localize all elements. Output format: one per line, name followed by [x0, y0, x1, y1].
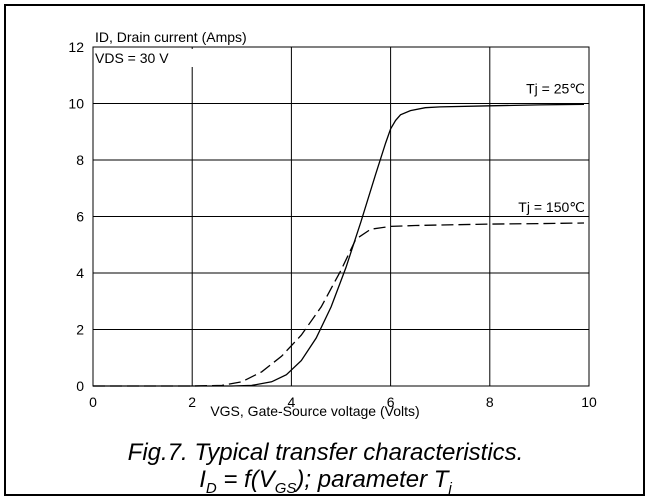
- caption-mid: = f(V: [216, 466, 275, 493]
- x-axis-label: VGS, Gate-Source voltage (Volts): [210, 403, 419, 419]
- caption-v-sub: GS: [274, 479, 297, 497]
- y-tick-label: 12: [68, 39, 84, 55]
- caption-after: ); parameter T: [296, 466, 449, 493]
- x-tick-label: 10: [581, 394, 597, 410]
- figure-frame: [4, 4, 645, 496]
- caption-i: I: [199, 466, 206, 493]
- caption-t-sub: j: [448, 479, 452, 497]
- y-tick-label: 4: [76, 265, 84, 281]
- caption-i-sub: D: [205, 479, 217, 497]
- grid: [93, 47, 589, 386]
- y-tick-label: 2: [76, 322, 84, 338]
- series-labels: Tj = 25℃ Tj = 150℃: [518, 80, 585, 215]
- plot-area: [92, 46, 590, 387]
- x-tick-label: 2: [188, 394, 196, 410]
- tick-labels: 0 2 4 6 8 10 0 2 4 6 8 10 12: [68, 39, 597, 410]
- x-tick-label: 0: [89, 394, 97, 410]
- y-tick-label: 8: [76, 152, 84, 168]
- x-tick-label: 6: [387, 394, 395, 410]
- y-tick-label: 10: [68, 96, 84, 112]
- series-line-0: [93, 103, 585, 387]
- y-tick-label: 6: [76, 209, 84, 225]
- condition-label: VDS = 30 V: [95, 50, 169, 66]
- x-tick-label: 4: [288, 394, 296, 410]
- figure-caption-formula: ID = f(VGS); parameter Tj: [0, 468, 651, 496]
- series-label-1: Tj = 150℃: [518, 199, 585, 215]
- series-label-0: Tj = 25℃: [526, 80, 585, 96]
- x-tick-label: 8: [486, 394, 494, 410]
- y-tick-label: 0: [76, 378, 84, 394]
- series-line-1: [93, 222, 585, 387]
- series-layer: [93, 103, 585, 387]
- condition-label-background: [94, 49, 198, 67]
- figure-caption-title: Fig.7. Typical transfer characteristics.: [127, 439, 524, 466]
- y-axis-label: ID, Drain current (Amps): [95, 29, 247, 45]
